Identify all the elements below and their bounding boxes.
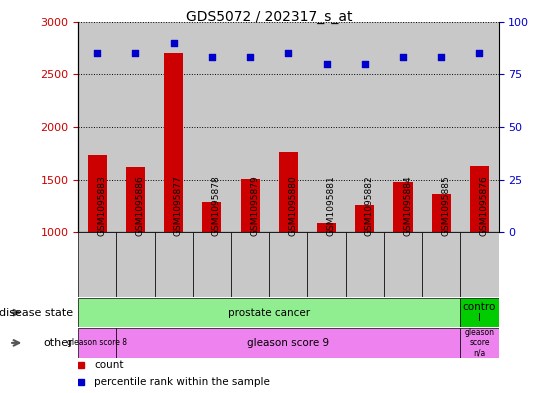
Bar — [460, 328, 499, 358]
Text: count: count — [94, 360, 124, 371]
Text: gleason score 9: gleason score 9 — [247, 338, 329, 348]
Bar — [384, 22, 422, 232]
Point — [93, 50, 101, 56]
Text: contro
l: contro l — [463, 302, 496, 323]
Text: GSM1095882: GSM1095882 — [365, 175, 374, 235]
Text: GSM1095881: GSM1095881 — [327, 175, 336, 235]
Text: disease state: disease state — [0, 308, 73, 318]
Bar — [270, 232, 307, 297]
Bar — [88, 155, 107, 338]
Text: gleason score 8: gleason score 8 — [67, 338, 127, 347]
Bar — [384, 232, 422, 297]
Bar — [470, 166, 489, 338]
Point — [399, 54, 407, 61]
Bar — [355, 205, 375, 338]
Text: GSM1095886: GSM1095886 — [135, 175, 144, 235]
Bar — [432, 195, 451, 338]
Bar — [393, 182, 412, 338]
Bar — [317, 223, 336, 338]
Bar — [193, 232, 231, 297]
Bar — [116, 232, 155, 297]
Point — [322, 61, 331, 67]
Text: GDS5072 / 202317_s_at: GDS5072 / 202317_s_at — [186, 10, 353, 24]
Text: gleason
score
n/a: gleason score n/a — [465, 328, 494, 358]
Bar — [78, 328, 116, 358]
Point — [246, 54, 254, 61]
Point — [169, 40, 178, 46]
Bar — [422, 232, 460, 297]
Point — [131, 50, 140, 56]
Bar — [231, 232, 270, 297]
Bar — [422, 22, 460, 232]
Point — [437, 54, 446, 61]
Bar — [460, 232, 499, 297]
Text: percentile rank within the sample: percentile rank within the sample — [94, 377, 270, 387]
Bar — [307, 22, 345, 232]
Text: GSM1095877: GSM1095877 — [174, 175, 183, 235]
Bar — [116, 22, 155, 232]
Bar — [126, 167, 145, 338]
Bar — [460, 22, 499, 232]
Bar — [240, 178, 260, 338]
Text: prostate cancer: prostate cancer — [228, 308, 310, 318]
Bar — [78, 22, 116, 232]
Bar — [345, 232, 384, 297]
Bar — [155, 232, 193, 297]
Bar — [202, 202, 222, 338]
Point — [475, 50, 484, 56]
Text: GSM1095885: GSM1095885 — [441, 175, 450, 235]
Bar — [193, 22, 231, 232]
Bar — [345, 22, 384, 232]
Point — [361, 61, 369, 67]
Bar — [270, 22, 307, 232]
Text: GSM1095876: GSM1095876 — [480, 175, 488, 235]
Bar — [307, 232, 345, 297]
Text: GSM1095879: GSM1095879 — [250, 175, 259, 235]
Bar — [155, 22, 193, 232]
Bar — [231, 22, 270, 232]
Text: GSM1095883: GSM1095883 — [97, 175, 106, 235]
Text: GSM1095878: GSM1095878 — [212, 175, 221, 235]
Point — [284, 50, 293, 56]
Bar — [279, 152, 298, 338]
Point — [208, 54, 216, 61]
Text: GSM1095884: GSM1095884 — [403, 175, 412, 235]
Text: other: other — [43, 338, 73, 348]
Bar — [460, 298, 499, 327]
Bar — [78, 232, 116, 297]
Bar — [116, 328, 460, 358]
Bar — [164, 53, 183, 338]
Text: GSM1095880: GSM1095880 — [288, 175, 298, 235]
